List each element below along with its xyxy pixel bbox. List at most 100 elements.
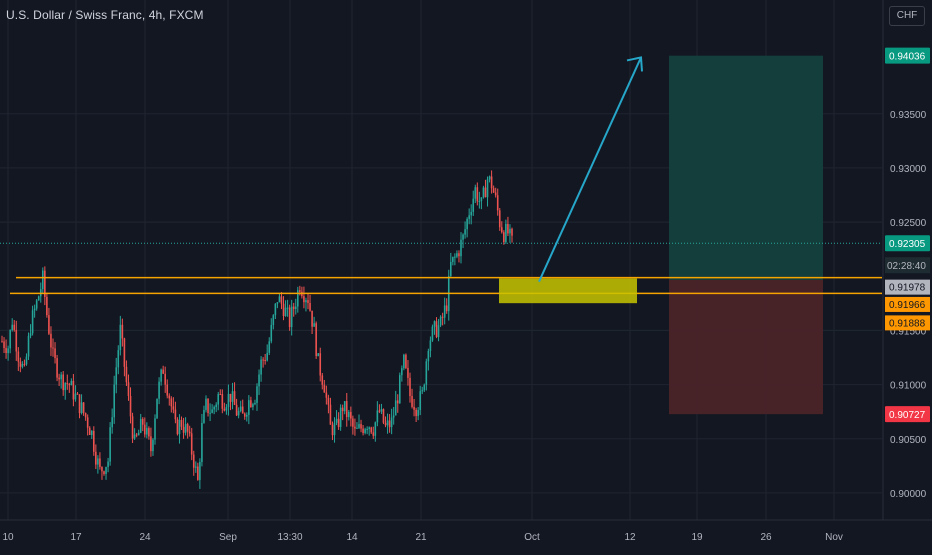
candle-body <box>127 382 130 396</box>
price-axis <box>883 0 932 550</box>
candle-body <box>503 232 505 243</box>
candle-body <box>174 409 177 420</box>
drawings[interactable] <box>0 56 882 304</box>
candle-body <box>288 307 291 328</box>
candle-body <box>215 404 217 407</box>
candle-body <box>211 409 213 413</box>
projection-arrow[interactable] <box>538 57 642 283</box>
candle-body <box>294 306 297 309</box>
candle-body <box>254 402 256 405</box>
candle-body <box>429 340 432 351</box>
candle-body <box>123 338 126 367</box>
zone-mid-label: 0.91966 <box>889 300 926 311</box>
candle-body <box>44 270 46 297</box>
candle-body <box>170 398 173 407</box>
candle-body <box>119 324 122 351</box>
candle-body <box>366 428 368 430</box>
candle-body <box>129 395 132 417</box>
candle-body <box>46 296 48 316</box>
candle-body <box>476 187 479 202</box>
y-tick-label: 0.90500 <box>890 435 927 446</box>
candle-body <box>21 363 24 367</box>
candle-body <box>260 359 262 375</box>
candle-body <box>68 384 71 386</box>
candle-body <box>309 302 311 311</box>
candle-body <box>421 390 424 392</box>
candle-body <box>511 228 513 236</box>
candle-body <box>86 417 89 428</box>
candle-body <box>252 404 254 408</box>
target-price-tag[interactable] <box>885 47 930 64</box>
candle-body <box>133 434 136 439</box>
candle-body <box>25 356 28 365</box>
y-tick-label: 0.90000 <box>890 489 927 500</box>
candle-body <box>276 302 279 304</box>
candle-body <box>203 409 205 423</box>
candle-body <box>256 386 258 403</box>
candle-body <box>376 410 379 423</box>
candle-body <box>13 324 16 330</box>
candle-body <box>486 179 489 198</box>
candle-body <box>282 303 285 317</box>
candle-body <box>152 439 154 452</box>
arrow-head-icon <box>626 56 643 72</box>
candle-body <box>150 436 152 452</box>
candle-body <box>233 391 236 405</box>
candle-body <box>19 361 22 367</box>
candle-body <box>154 418 156 440</box>
candle-body <box>201 422 203 462</box>
candle-body <box>482 187 485 198</box>
currency-button[interactable]: CHF <box>889 6 925 26</box>
resistance-lower-tag[interactable] <box>885 315 930 331</box>
candle-body <box>362 428 364 433</box>
candle-body <box>156 398 158 419</box>
candle-body <box>297 290 299 307</box>
symbol-title[interactable]: U.S. Dollar / Swiss Franc, 4h, FXCM <box>6 8 204 22</box>
x-tick-label: Nov <box>825 532 843 543</box>
candle-body <box>111 417 113 428</box>
candle-body <box>345 401 348 418</box>
candle-body <box>17 351 20 362</box>
stop-price-tag[interactable] <box>885 406 930 423</box>
candle-body <box>172 406 175 410</box>
candle-body <box>205 398 207 410</box>
candle-body <box>490 176 493 189</box>
candle-body <box>1 341 3 343</box>
stop-price-label: 0.90727 <box>889 410 926 421</box>
candle-body <box>66 383 69 385</box>
candle-body <box>268 341 271 353</box>
candle-body <box>478 201 481 203</box>
resistance-upper-tag[interactable] <box>885 279 930 295</box>
candle-body <box>323 384 326 393</box>
candle-body <box>325 392 328 398</box>
candle-body <box>417 410 419 416</box>
candle-body <box>319 353 322 376</box>
candle-body <box>117 350 120 368</box>
candle-body <box>337 418 340 428</box>
candle-body <box>474 187 477 199</box>
candle-body <box>9 330 11 349</box>
candle-body <box>164 373 166 385</box>
candle-body <box>188 431 191 434</box>
candle-body <box>135 434 138 436</box>
last-price-tag[interactable] <box>885 235 930 252</box>
zone-mid-tag[interactable] <box>885 296 930 312</box>
candle-body <box>62 374 64 391</box>
candle-body <box>384 422 387 426</box>
candle-body <box>72 380 75 400</box>
candle-body <box>360 424 362 429</box>
candle-body <box>307 300 309 303</box>
candle-body <box>103 471 105 474</box>
candle-body <box>452 256 454 262</box>
candle-body <box>15 329 18 352</box>
candle-body <box>144 424 146 435</box>
y-tick-label: 0.91500 <box>890 326 927 337</box>
entry-zone-box[interactable] <box>499 278 637 304</box>
candle-body <box>146 428 148 435</box>
x-tick-label: 12 <box>624 532 636 543</box>
candle-body <box>399 375 401 404</box>
candle-body <box>450 261 452 276</box>
candle-body <box>341 407 344 412</box>
